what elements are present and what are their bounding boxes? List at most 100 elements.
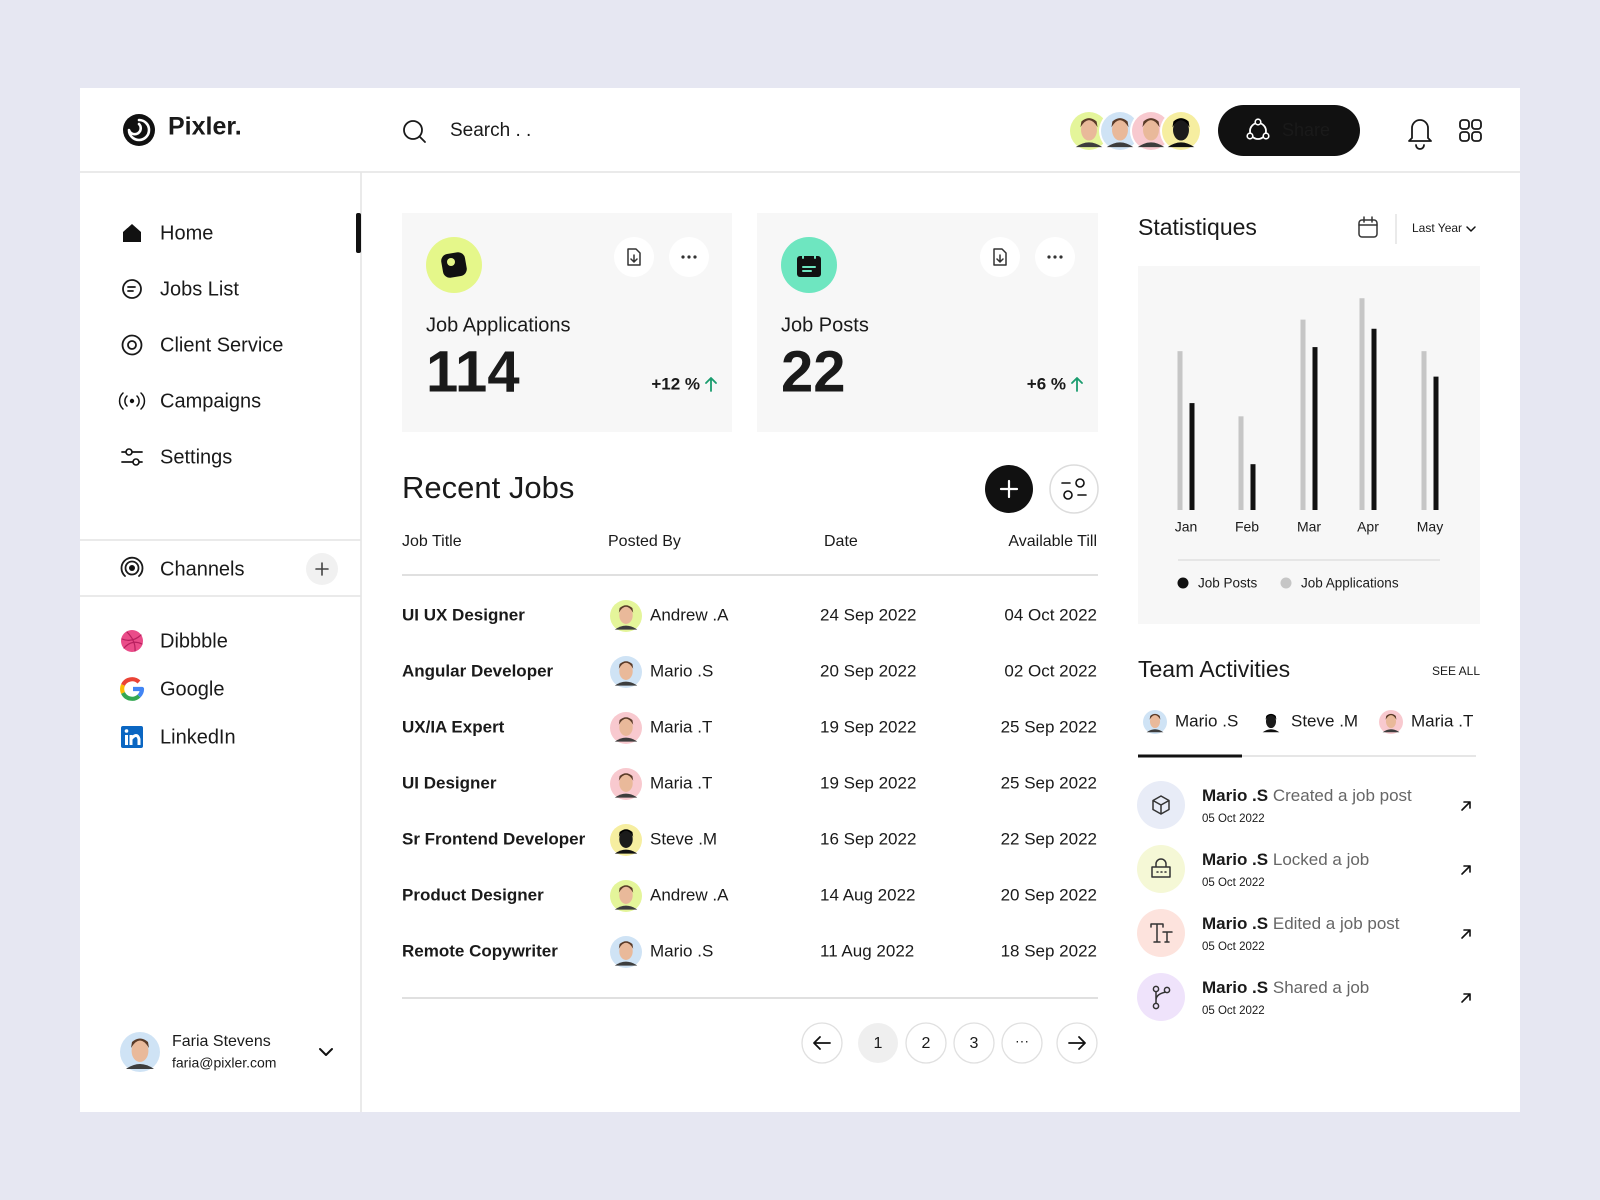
- nav-icon-detail: [118, 392, 146, 410]
- activity-item[interactable]: Mario .S Edited a job post 05 Oct 2022: [1137, 909, 1471, 957]
- available-till: 25 Sep 2022: [1001, 773, 1097, 792]
- page-number[interactable]: 1: [874, 1035, 883, 1052]
- logo[interactable]: Pixler.: [123, 113, 242, 146]
- avatar-hair: [1265, 713, 1277, 720]
- activity-icon: [1152, 795, 1170, 815]
- page-button[interactable]: 1: [858, 1023, 898, 1063]
- nav-label[interactable]: Jobs List: [160, 278, 239, 300]
- nav-icon: [122, 279, 142, 299]
- page-number[interactable]: 2: [922, 1035, 931, 1052]
- job-title: Remote Copywriter: [402, 941, 558, 960]
- notifications-button[interactable]: [1408, 119, 1432, 150]
- bar: [1312, 347, 1318, 510]
- more-button[interactable]: [669, 237, 709, 277]
- legend-label: Job Applications: [1301, 576, 1399, 591]
- user-profile[interactable]: Faria Stevens faria@pixler.com: [120, 1032, 333, 1072]
- period-select[interactable]: Last Year: [1412, 221, 1476, 235]
- page-button[interactable]: 2: [905, 1022, 947, 1064]
- job-row[interactable]: Remote Copywriter Mario .S 11 Aug 2022 18 S…: [402, 936, 1097, 968]
- more-dot: [1047, 255, 1051, 259]
- period-chevron: [1466, 226, 1476, 232]
- channel-item[interactable]: LinkedIn: [121, 726, 236, 748]
- nav-label[interactable]: Home: [160, 222, 213, 244]
- activity-action: Locked a job: [1273, 850, 1369, 869]
- avatar-body: [614, 961, 638, 966]
- activity-action: Shared a job: [1273, 978, 1369, 997]
- activity-item[interactable]: Mario .S Locked a job 05 Oct 2022: [1137, 845, 1471, 893]
- page-number[interactable]: 3: [970, 1035, 979, 1052]
- job-row[interactable]: Product Designer Andrew .A 14 Aug 2022 20 S…: [402, 880, 1097, 912]
- column-header[interactable]: Posted By: [608, 533, 681, 550]
- more-pages-label[interactable]: ···: [1015, 1033, 1029, 1049]
- job-title: UI Designer: [402, 773, 497, 792]
- member-tab-label[interactable]: Steve .M: [1291, 711, 1358, 730]
- channels-header[interactable]: Channels: [120, 556, 245, 581]
- bell-icon: [1408, 119, 1432, 150]
- nav-item[interactable]: Jobs List: [122, 278, 239, 300]
- export-button[interactable]: [980, 237, 1020, 277]
- column-header[interactable]: Date: [824, 533, 858, 550]
- channel-item[interactable]: Google: [120, 677, 225, 701]
- change-arrow: [1071, 377, 1083, 392]
- channels-title[interactable]: Channels: [160, 558, 245, 580]
- member-tab[interactable]: Steve .M: [1259, 710, 1358, 734]
- job-row[interactable]: UI UX Designer Andrew .A 24 Sep 2022 04 Oct…: [402, 600, 1097, 632]
- member-tab-label[interactable]: Mario .S: [1175, 711, 1238, 730]
- search-placeholder[interactable]: Search . .: [450, 120, 531, 141]
- apps-button[interactable]: [1459, 119, 1482, 142]
- activity-item[interactable]: Mario .S Shared a job 05 Oct 2022: [1137, 973, 1471, 1021]
- more-button[interactable]: [1035, 237, 1075, 277]
- nav-item[interactable]: Home: [123, 222, 213, 244]
- avatar-body: [614, 681, 638, 686]
- filter-knob: [1075, 478, 1085, 488]
- bar: [1238, 416, 1244, 510]
- nav-item[interactable]: Client Service: [121, 334, 284, 356]
- column-header[interactable]: Available Till: [1008, 533, 1097, 550]
- search-box[interactable]: Search . .: [403, 120, 531, 143]
- job-row[interactable]: UI Designer Maria .T 19 Sep 2022 25 Sep 202…: [402, 768, 1097, 800]
- column-header[interactable]: Job Title: [402, 533, 462, 550]
- nav-label[interactable]: Client Service: [160, 334, 283, 356]
- nav-label[interactable]: Settings: [160, 446, 232, 468]
- calendar-button[interactable]: [1358, 216, 1378, 238]
- bar: [1177, 351, 1183, 510]
- activity-actor: Mario .S: [1202, 786, 1268, 805]
- member-tab-label[interactable]: Maria .T: [1411, 711, 1473, 730]
- share-label[interactable]: Share: [1282, 120, 1330, 140]
- nav-item[interactable]: Campaigns: [118, 390, 262, 412]
- avatar-body: [1382, 729, 1400, 733]
- posted-by: Steve .M: [650, 829, 717, 848]
- job-row[interactable]: Sr Frontend Developer Steve .M 16 Sep 2022…: [402, 824, 1097, 856]
- nav-item[interactable]: Settings: [121, 446, 232, 468]
- channel-label[interactable]: Dibbble: [160, 630, 228, 652]
- prev-page[interactable]: [801, 1022, 843, 1064]
- period-label[interactable]: Last Year: [1412, 221, 1462, 235]
- brand-name[interactable]: Pixler.: [168, 113, 242, 141]
- activity-open-arrow: [1461, 993, 1471, 1003]
- job-title: UX/IA Expert: [402, 717, 505, 736]
- activity-icon-node: [1152, 985, 1160, 993]
- channel-label[interactable]: Google: [160, 678, 225, 700]
- add-channel-button[interactable]: [306, 553, 338, 585]
- channel-label[interactable]: LinkedIn: [160, 726, 236, 748]
- nav-label[interactable]: Campaigns: [160, 390, 261, 412]
- channel-item[interactable]: Dibbble: [121, 630, 228, 652]
- page-button[interactable]: 3: [953, 1022, 995, 1064]
- avatar: [610, 880, 642, 912]
- member-tab[interactable]: Mario .S: [1143, 710, 1238, 734]
- share-button[interactable]: Share: [1218, 105, 1360, 156]
- card-icon: [441, 252, 467, 278]
- export-button[interactable]: [614, 237, 654, 277]
- more-pages[interactable]: ···: [1001, 1022, 1043, 1064]
- see-all-link[interactable]: SEE ALL: [1432, 664, 1480, 678]
- member-tab[interactable]: Maria .T: [1379, 710, 1473, 734]
- job-row[interactable]: UX/IA Expert Maria .T 19 Sep 2022 25 Sep 20…: [402, 712, 1097, 744]
- statistics-title: Statistiques: [1138, 214, 1257, 240]
- avatar-head: [619, 886, 633, 904]
- filter-button[interactable]: [1049, 464, 1099, 514]
- add-job-button[interactable]: [985, 465, 1033, 513]
- job-row[interactable]: Angular Developer Mario .S 20 Sep 2022 02 O…: [402, 656, 1097, 688]
- avatar-body: [1106, 142, 1134, 148]
- next-page[interactable]: [1056, 1022, 1098, 1064]
- activity-item[interactable]: Mario .S Created a job post 05 Oct 2022: [1137, 781, 1471, 829]
